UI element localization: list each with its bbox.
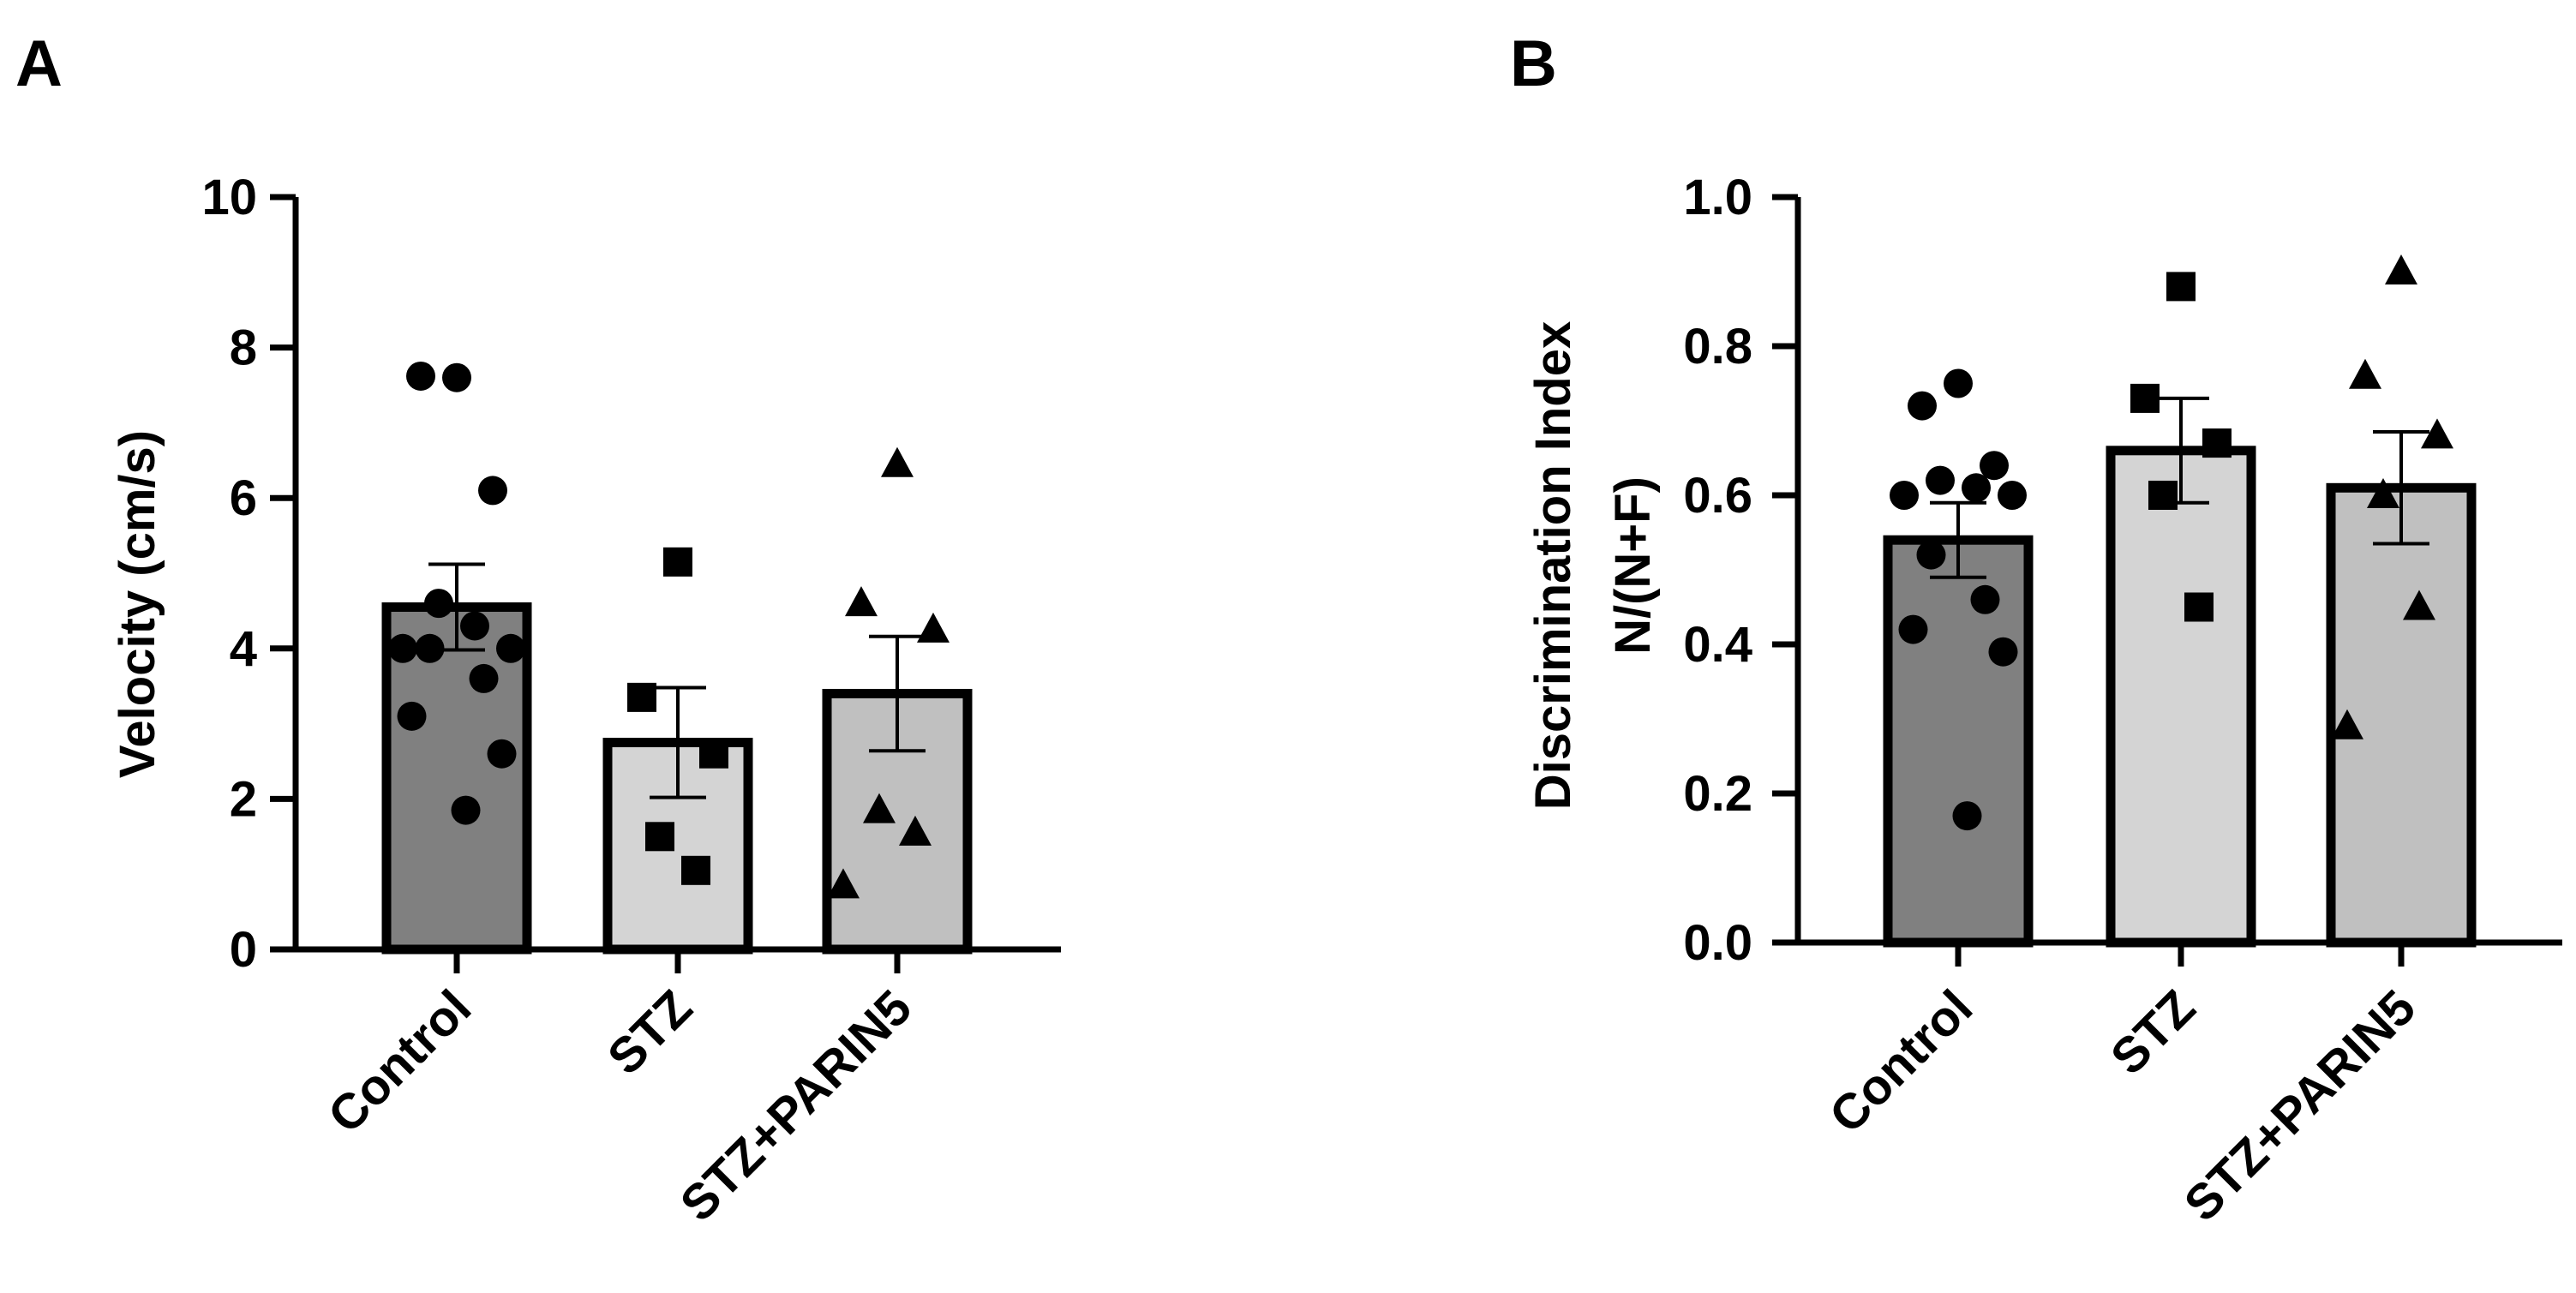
y-tick-label-a: 8 bbox=[230, 320, 257, 376]
panel-label-a: A bbox=[15, 27, 63, 100]
data-point-a-2-5 bbox=[681, 855, 710, 885]
data-point-b-3-3 bbox=[2421, 418, 2453, 449]
error-bar-a-3 bbox=[869, 634, 926, 753]
data-point-b-2-4 bbox=[2148, 481, 2178, 510]
x-tick-label-a-stz-parin5: STZ+PARIN5 bbox=[669, 979, 922, 1232]
data-point-b-2-5 bbox=[2184, 592, 2214, 622]
data-point-b-3-1 bbox=[2385, 254, 2417, 284]
data-point-a-1-10 bbox=[397, 701, 427, 731]
x-tick-label-a-control: Control bbox=[317, 979, 482, 1144]
data-point-b-3-2 bbox=[2349, 358, 2381, 389]
data-point-b-2-3 bbox=[2202, 428, 2232, 458]
data-point-b-3-5 bbox=[2403, 590, 2435, 620]
data-point-a-3-5 bbox=[899, 815, 932, 846]
x-tick-label-b-stz-parin5: STZ+PARIN5 bbox=[2173, 979, 2426, 1232]
data-point-a-2-1 bbox=[663, 547, 692, 577]
data-point-a-1-5 bbox=[460, 611, 489, 641]
data-point-b-1-2 bbox=[1908, 391, 1937, 421]
y-tick-label-b: 0.4 bbox=[1683, 617, 1752, 673]
data-point-b-3-4 bbox=[2367, 478, 2399, 508]
data-point-b-1-11 bbox=[1988, 637, 2018, 667]
data-point-b-1-1 bbox=[1944, 368, 1973, 398]
x-tick-label-b-stz: STZ bbox=[2100, 979, 2206, 1085]
data-point-a-2-3 bbox=[699, 739, 728, 769]
y-axis-label-b-line2: N/(N+F) bbox=[1605, 476, 1661, 655]
error-bar-b-2 bbox=[2153, 396, 2209, 505]
data-point-b-1-4 bbox=[1926, 465, 1955, 495]
data-point-a-3-1 bbox=[881, 446, 914, 477]
y-axis-label-a: Velocity (cm/s) bbox=[110, 430, 165, 778]
y-tick-label-b: 0.8 bbox=[1683, 319, 1752, 374]
panel-label-b: B bbox=[1510, 27, 1557, 100]
data-point-b-1-7 bbox=[1998, 481, 2027, 510]
data-point-b-1-12 bbox=[1952, 801, 1982, 831]
bar-b-stz-parin5 bbox=[2326, 482, 2477, 948]
data-point-a-1-1 bbox=[442, 362, 471, 392]
error-bar-a-2 bbox=[650, 685, 706, 799]
data-point-b-1-10 bbox=[1898, 614, 1928, 644]
y-axis-label-b-line1: Discrimination Index bbox=[1525, 321, 1581, 810]
bar-b-control bbox=[1883, 535, 2034, 948]
data-point-b-2-1 bbox=[2166, 272, 2196, 302]
x-tick-label-b-control: Control bbox=[1818, 979, 1983, 1144]
data-point-b-1-3 bbox=[1980, 451, 2009, 481]
data-point-a-1-3 bbox=[478, 476, 507, 506]
data-point-a-1-12 bbox=[451, 795, 481, 825]
data-point-a-1-9 bbox=[469, 663, 499, 693]
panel-a: A Velocity (cm/s) 0 2 4 6 8 10 Control STZSTZ+P… bbox=[15, 27, 1061, 1232]
x-tick-label-a-stz: STZ bbox=[597, 979, 703, 1085]
y-tick-label-b: 1.0 bbox=[1683, 170, 1752, 225]
data-point-b-1-5 bbox=[1962, 473, 1991, 503]
y-tick-label-b: 0.0 bbox=[1683, 915, 1752, 971]
y-tick-label-b: 0.2 bbox=[1683, 766, 1752, 822]
data-point-b-1-9 bbox=[1970, 584, 2000, 614]
data-point-a-1-2 bbox=[406, 361, 435, 391]
y-tick-label-a: 0 bbox=[230, 922, 257, 978]
data-point-a-1-7 bbox=[496, 633, 525, 663]
panel-b: B Discrimination Index N/(N+F) 0.0 0.2 0.4… bbox=[1510, 27, 2562, 1232]
data-point-a-3-4 bbox=[863, 793, 896, 823]
bar-b-stz bbox=[2106, 446, 2256, 948]
data-point-a-1-6 bbox=[388, 633, 417, 663]
data-point-b-1-6 bbox=[1890, 481, 1919, 510]
y-tick-label-a: 6 bbox=[230, 470, 257, 526]
error-bar-b-1 bbox=[1930, 500, 1986, 579]
data-point-a-3-6 bbox=[827, 868, 860, 899]
data-point-a-2-4 bbox=[645, 822, 674, 852]
data-point-a-1-11 bbox=[487, 739, 517, 769]
y-tick-label-a: 10 bbox=[201, 170, 257, 225]
y-tick-label-b: 0.6 bbox=[1683, 468, 1752, 524]
error-bar-a-1 bbox=[428, 562, 485, 652]
data-point-a-1-4 bbox=[424, 589, 453, 619]
y-tick-label-a: 4 bbox=[230, 621, 257, 677]
error-bar-b-3 bbox=[2373, 430, 2429, 546]
y-tick-label-a: 2 bbox=[230, 771, 257, 827]
data-point-b-1-8 bbox=[1916, 540, 1946, 570]
data-point-b-3-6 bbox=[2331, 709, 2363, 739]
data-point-a-3-2 bbox=[845, 586, 878, 617]
